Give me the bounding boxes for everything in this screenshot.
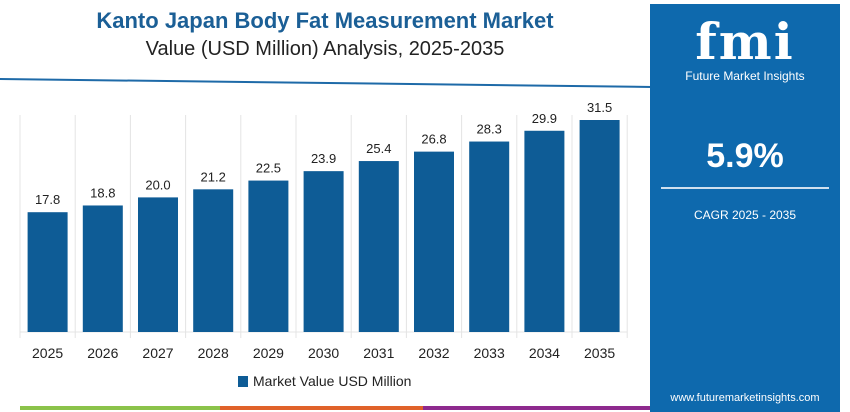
data-label-2029: 22.5 (256, 161, 281, 176)
chart-subtitle: Value (USD Million) Analysis, 2025-2035 (145, 38, 505, 60)
x-tick-label: 2030 (308, 345, 339, 361)
website-link[interactable]: www.futuremarketinsights.com (670, 392, 820, 404)
x-tick-label: 2028 (198, 345, 229, 361)
data-label-2033: 28.3 (477, 122, 502, 137)
x-tick-label: 2025 (32, 345, 63, 361)
x-tick-label: 2033 (474, 345, 505, 361)
x-tick-label: 2032 (418, 345, 449, 361)
bar-2033 (469, 141, 510, 332)
bar-2034 (524, 130, 565, 332)
footer-bar-orange (220, 406, 423, 410)
x-tick-label: 2035 (584, 345, 615, 361)
bar-2029 (248, 180, 289, 332)
bar-2025 (27, 212, 68, 332)
x-tick-label: 2031 (363, 345, 394, 361)
footer-bar-green (20, 406, 220, 410)
legend-label: Market Value USD Million (253, 373, 412, 389)
legend: Market Value USD Million (238, 373, 411, 389)
bar-chart: 17.8 2025 18.8 2026 20.0 2027 21.2 2028 22.5 2029… (19, 100, 628, 361)
x-tick-label: 2027 (142, 345, 173, 361)
cagr-label: CAGR 2025 - 2035 (693, 208, 797, 222)
cagr-value: 5.9% (706, 137, 784, 175)
data-label-2026: 18.8 (90, 185, 115, 200)
footer-bar-purple (423, 406, 650, 410)
bar-2032 (414, 151, 454, 332)
brand-name: Future Market Insights (685, 69, 805, 83)
bar-2027 (138, 197, 178, 332)
x-tick-label: 2026 (87, 345, 118, 361)
data-label-2027: 20.0 (145, 177, 170, 192)
chart-title: Kanto Japan Body Fat Measurement Market (96, 8, 554, 33)
data-label-2031: 25.4 (366, 141, 391, 156)
data-label-2030: 23.9 (311, 151, 336, 166)
data-label-2025: 17.8 (35, 192, 60, 207)
bar-2026 (82, 205, 123, 332)
data-label-2028: 21.2 (201, 169, 226, 184)
fmi-logo: fmi (695, 12, 795, 71)
side-panel: fmi Future Market Insights 5.9% CAGR 202… (650, 4, 840, 412)
bar-2031 (358, 161, 399, 332)
data-label-2034: 29.9 (532, 111, 557, 126)
x-tick-label: 2034 (529, 345, 560, 361)
bar-2030 (303, 171, 344, 332)
data-label-2035: 31.5 (587, 100, 612, 115)
x-tick-label: 2029 (253, 345, 284, 361)
bar-2035 (579, 120, 620, 332)
panel-divider (661, 187, 829, 189)
data-label-2032: 26.8 (421, 132, 446, 147)
bar-2028 (193, 189, 234, 332)
legend-swatch (238, 375, 248, 387)
